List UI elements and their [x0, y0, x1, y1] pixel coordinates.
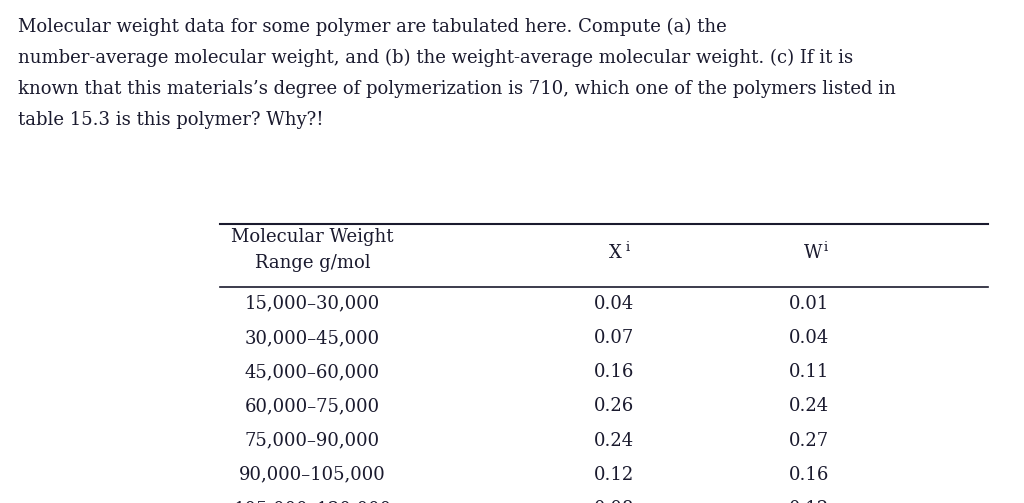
Text: 0.07: 0.07 [594, 329, 635, 347]
Text: 0.12: 0.12 [788, 500, 829, 503]
Text: 0.16: 0.16 [594, 363, 635, 381]
Text: W: W [804, 244, 822, 262]
Text: Range g/mol: Range g/mol [255, 254, 370, 272]
Text: 45,000–60,000: 45,000–60,000 [245, 363, 380, 381]
Text: 105,000–120,000: 105,000–120,000 [233, 500, 391, 503]
Text: Molecular Weight: Molecular Weight [231, 228, 393, 246]
Text: 0.04: 0.04 [594, 295, 635, 313]
Text: known that this materials’s degree of polymerization is 710, which one of the po: known that this materials’s degree of po… [18, 80, 896, 98]
Text: 75,000–90,000: 75,000–90,000 [245, 432, 380, 450]
Text: 0.11: 0.11 [788, 363, 829, 381]
Text: 0.12: 0.12 [594, 466, 635, 484]
Text: 0.24: 0.24 [788, 397, 829, 415]
Text: i: i [626, 241, 630, 255]
Text: Molecular weight data for some polymer are tabulated here. Compute (a) the: Molecular weight data for some polymer a… [18, 18, 727, 36]
Text: 90,000–105,000: 90,000–105,000 [239, 466, 386, 484]
Text: 0.26: 0.26 [594, 397, 635, 415]
Text: i: i [823, 241, 827, 255]
Text: 0.08: 0.08 [594, 500, 635, 503]
Text: 60,000–75,000: 60,000–75,000 [245, 397, 380, 415]
Text: X: X [609, 244, 623, 262]
Text: 30,000–45,000: 30,000–45,000 [245, 329, 380, 347]
Text: 0.16: 0.16 [788, 466, 829, 484]
Text: 0.27: 0.27 [788, 432, 829, 450]
Text: 15,000–30,000: 15,000–30,000 [245, 295, 380, 313]
Text: 0.24: 0.24 [594, 432, 635, 450]
Text: table 15.3 is this polymer? Why?!: table 15.3 is this polymer? Why?! [18, 111, 324, 129]
Text: 0.01: 0.01 [788, 295, 829, 313]
Text: number-average molecular weight, and (b) the weight-average molecular weight. (c: number-average molecular weight, and (b)… [18, 49, 854, 67]
Text: 0.04: 0.04 [788, 329, 829, 347]
